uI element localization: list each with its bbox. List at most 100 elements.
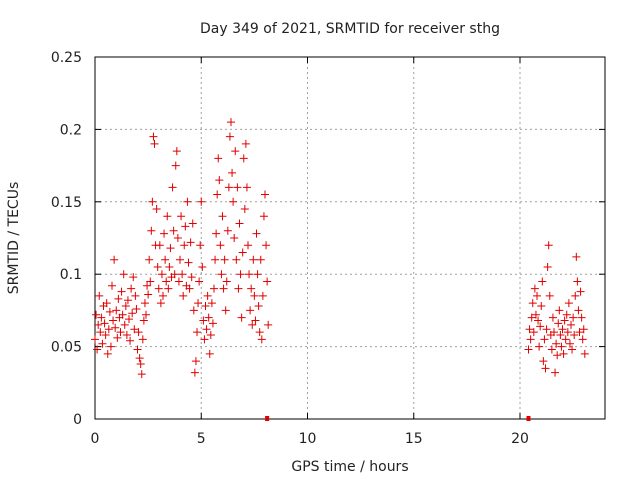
x-tick-label: 15 [405, 431, 423, 447]
data-point [144, 290, 153, 299]
data-point [543, 262, 552, 271]
data-point [525, 325, 534, 334]
data-point [219, 284, 228, 293]
data-point [538, 277, 547, 286]
data-point [137, 370, 146, 379]
data-point [112, 306, 121, 315]
data-point [229, 197, 238, 206]
data-point [148, 197, 157, 206]
data-point [242, 183, 251, 192]
data-point [529, 328, 538, 337]
data-point [245, 270, 254, 279]
data-point [168, 183, 177, 192]
data-point [178, 270, 187, 279]
data-point [541, 364, 550, 373]
data-point [186, 238, 195, 247]
data-point [251, 316, 260, 325]
data-points [91, 118, 589, 379]
data-point [247, 284, 256, 293]
data-point [134, 328, 143, 337]
data-point [188, 219, 197, 228]
data-point [166, 244, 175, 253]
data-point [527, 313, 536, 322]
data-point [211, 255, 220, 264]
data-point [172, 147, 181, 156]
data-point [571, 291, 580, 300]
data-point [580, 349, 589, 358]
data-point [574, 306, 583, 315]
data-point [578, 335, 587, 344]
data-point [225, 132, 234, 141]
data-point [119, 270, 128, 279]
data-point [556, 331, 565, 340]
data-point [577, 313, 586, 322]
data-point [179, 291, 188, 300]
data-point [230, 234, 239, 242]
data-point [263, 277, 272, 286]
data-point [216, 241, 225, 250]
data-point [169, 226, 178, 235]
data-point [113, 333, 122, 342]
data-point [239, 154, 248, 163]
data-point [257, 335, 266, 344]
data-point [102, 299, 111, 308]
data-point [531, 310, 540, 319]
data-point [114, 294, 123, 303]
data-point [562, 310, 571, 319]
data-point [554, 319, 563, 328]
data-point [143, 281, 152, 290]
data-point [184, 258, 193, 267]
data-point [109, 316, 118, 325]
data-point [110, 255, 119, 264]
data-point [155, 241, 164, 250]
data-point [205, 349, 214, 358]
data-point [212, 229, 221, 238]
data-point [238, 248, 247, 257]
axis-ticks: 0 5 10 15 20 0 0.05 0.1 0.15 0.2 0.25 [51, 50, 605, 447]
data-point [165, 262, 174, 271]
y-tick-label: 0.2 [60, 122, 82, 138]
data-point [183, 197, 192, 206]
data-point [206, 331, 215, 340]
data-point [561, 335, 570, 344]
data-point [162, 277, 171, 286]
data-point [157, 270, 166, 279]
x-tick-label: 0 [91, 431, 100, 447]
data-point [190, 368, 199, 377]
data-point [573, 277, 582, 286]
data-point [534, 316, 543, 325]
data-point [548, 313, 557, 322]
data-point [187, 273, 196, 282]
data-point [220, 255, 229, 264]
data-point [569, 313, 578, 322]
data-point [224, 183, 233, 192]
data-point [252, 229, 261, 238]
data-point [207, 299, 216, 308]
data-point [193, 328, 201, 337]
data-point [258, 291, 267, 300]
data-point [254, 302, 263, 311]
data-point [200, 335, 209, 344]
data-point [535, 342, 544, 351]
data-point [136, 359, 145, 368]
data-point [248, 320, 257, 329]
data-point [142, 310, 150, 319]
data-point [97, 313, 106, 322]
data-point [560, 316, 569, 325]
data-point [123, 296, 132, 305]
data-point [96, 328, 105, 337]
data-point [95, 291, 104, 300]
data-point [540, 335, 549, 344]
data-point [565, 339, 574, 348]
data-point [171, 161, 180, 170]
data-point [174, 277, 183, 286]
data-point [93, 345, 102, 354]
data-point [146, 277, 155, 286]
data-point [557, 342, 566, 351]
data-point [150, 139, 159, 148]
data-point [210, 284, 218, 293]
data-point [547, 345, 556, 354]
data-point [132, 304, 141, 313]
data-point [138, 335, 147, 344]
grid-lines [95, 57, 605, 419]
